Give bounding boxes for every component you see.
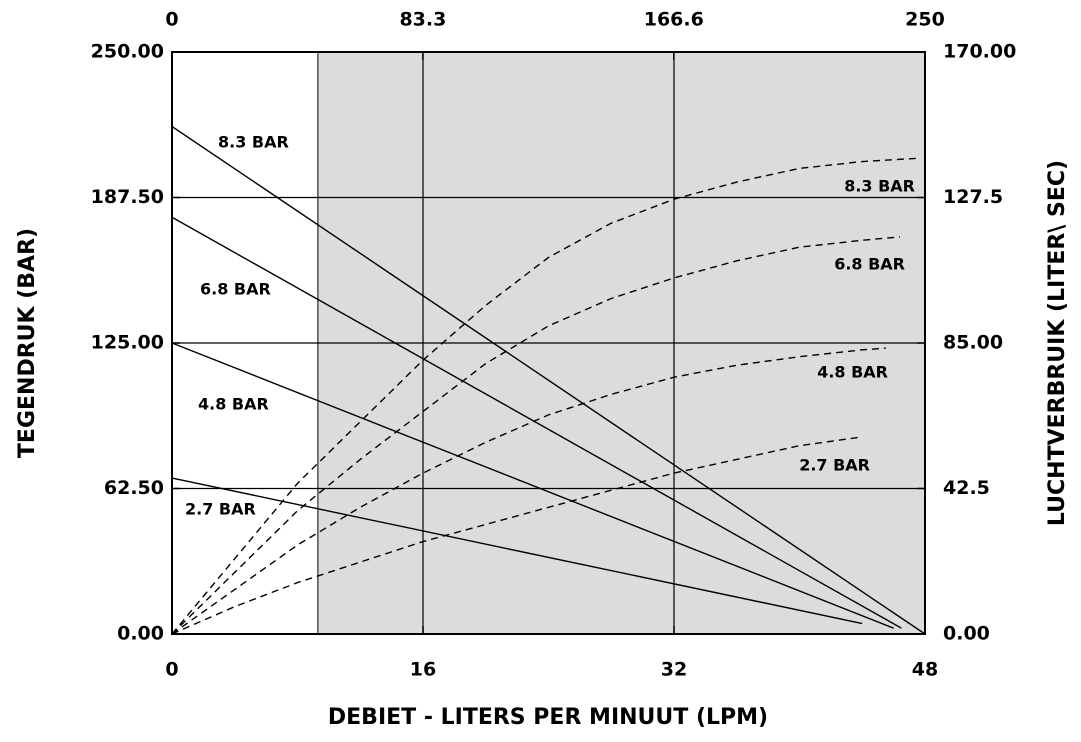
y2-tick-label: 42.5 [943, 477, 990, 499]
y-tick-label: 250.00 [91, 41, 164, 63]
x2-tick-label: 0 [165, 9, 178, 31]
y-axis-title: TEGENDRUK (BAR) [15, 228, 40, 458]
x-tick-label: 32 [661, 659, 687, 681]
series-label: 4.8 BAR [198, 395, 269, 414]
series-line [171, 342, 894, 629]
x-tick-label: 48 [912, 659, 938, 681]
series-label: 2.7 BAR [799, 456, 870, 475]
series-label: 4.8 BAR [817, 363, 888, 382]
series-line [171, 436, 861, 635]
x2-tick-label: 250 [905, 9, 945, 31]
y-tick-label: 125.00 [91, 332, 164, 354]
series-label: 8.3 BAR [218, 133, 289, 152]
series-line [171, 125, 926, 635]
y-tick-label: 0.00 [117, 623, 164, 645]
series-label: 6.8 BAR [834, 255, 905, 274]
series-label: 8.3 BAR [844, 177, 915, 196]
y2-tick-label: 0.00 [943, 623, 990, 645]
series-label: 2.7 BAR [185, 500, 256, 519]
series-line [171, 347, 886, 635]
x-tick-label: 0 [165, 659, 178, 681]
y2-tick-label: 85.00 [943, 332, 1003, 354]
x-axis-title: DEBIET - LITERS PER MINUUT (LPM) [328, 705, 768, 730]
series-line [171, 157, 921, 635]
series-line [171, 477, 863, 625]
series-label: 6.8 BAR [200, 280, 271, 299]
series-line [171, 216, 902, 629]
x2-tick-label: 83.3 [399, 9, 446, 31]
y-tick-label: 62.50 [104, 477, 164, 499]
x-tick-label: 16 [410, 659, 436, 681]
y2-axis-title: LUCHTVERBRUIK (LITER\ SEC) [1045, 160, 1070, 526]
y2-tick-label: 127.5 [943, 186, 1003, 208]
y-tick-label: 187.50 [91, 186, 164, 208]
y2-tick-label: 170.00 [943, 41, 1016, 63]
x2-tick-label: 166.6 [644, 9, 704, 31]
